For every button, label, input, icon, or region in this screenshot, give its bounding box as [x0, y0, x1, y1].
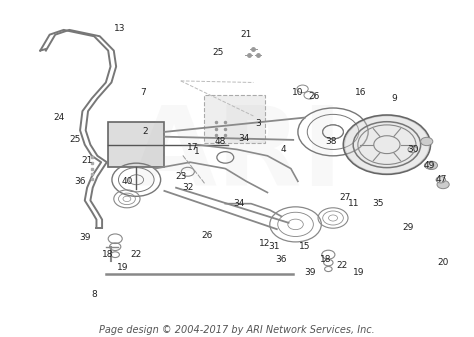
Text: 2: 2: [143, 127, 148, 136]
Text: 18: 18: [102, 250, 114, 259]
Text: 19: 19: [353, 268, 365, 277]
Text: 18: 18: [320, 255, 332, 264]
Text: 47: 47: [435, 175, 447, 184]
Text: 48: 48: [215, 137, 226, 146]
Text: 13: 13: [114, 24, 126, 33]
Text: 23: 23: [175, 172, 186, 181]
Text: 29: 29: [402, 223, 414, 232]
Text: 9: 9: [391, 94, 397, 103]
Text: 36: 36: [74, 177, 86, 186]
Text: 30: 30: [407, 145, 419, 154]
Text: 34: 34: [238, 134, 250, 143]
Circle shape: [437, 180, 449, 189]
Text: 1: 1: [194, 147, 200, 156]
Text: 27: 27: [339, 193, 350, 202]
Text: 19: 19: [117, 263, 128, 272]
Circle shape: [436, 177, 446, 183]
Text: 21: 21: [82, 156, 93, 165]
Text: 39: 39: [79, 233, 91, 242]
Text: 10: 10: [292, 88, 304, 97]
Text: 31: 31: [269, 242, 280, 251]
Text: 26: 26: [309, 92, 320, 101]
Text: 8: 8: [91, 290, 97, 299]
Text: 34: 34: [234, 199, 245, 208]
Text: 26: 26: [201, 231, 212, 240]
Text: 25: 25: [212, 48, 224, 57]
Circle shape: [425, 161, 438, 170]
Text: 32: 32: [182, 183, 193, 192]
Bar: [108, 122, 164, 167]
Text: 39: 39: [304, 268, 315, 277]
Text: 15: 15: [299, 242, 310, 251]
Text: 22: 22: [131, 250, 142, 259]
Text: 7: 7: [140, 88, 146, 97]
Text: 38: 38: [325, 137, 337, 146]
Text: 24: 24: [54, 113, 64, 122]
Text: 3: 3: [255, 119, 261, 128]
Circle shape: [408, 146, 417, 153]
Circle shape: [345, 116, 429, 173]
Text: 22: 22: [337, 261, 348, 270]
Text: 12: 12: [259, 239, 271, 248]
Text: 17: 17: [187, 143, 198, 152]
Text: 11: 11: [348, 199, 360, 208]
Text: ARI: ARI: [130, 102, 344, 209]
Text: 35: 35: [372, 199, 383, 208]
Circle shape: [420, 137, 433, 146]
Text: 36: 36: [276, 255, 287, 264]
Circle shape: [424, 162, 434, 168]
Text: 20: 20: [438, 258, 449, 267]
Text: Page design © 2004-2017 by ARI Network Services, Inc.: Page design © 2004-2017 by ARI Network S…: [99, 325, 375, 335]
Text: 16: 16: [356, 88, 367, 97]
Text: 4: 4: [281, 145, 287, 154]
Text: 40: 40: [121, 177, 133, 186]
Text: 21: 21: [241, 30, 252, 39]
Text: 25: 25: [70, 135, 81, 144]
Text: 49: 49: [423, 161, 435, 170]
Bar: [204, 95, 265, 143]
